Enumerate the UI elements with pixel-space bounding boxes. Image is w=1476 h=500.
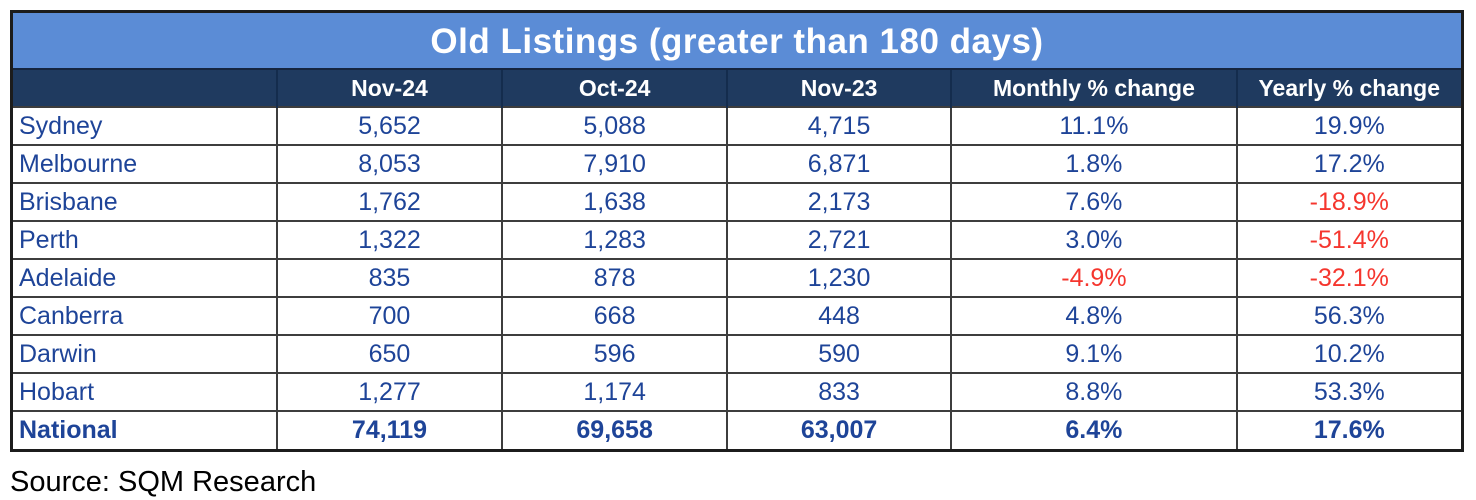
value-cell: 590 — [725, 334, 953, 374]
value-cell: 1,283 — [501, 220, 728, 260]
value-cell: 1,277 — [275, 372, 504, 412]
region-cell: Adelaide — [13, 258, 278, 298]
value-cell: 1,174 — [501, 372, 728, 412]
value-cell: 833 — [725, 372, 953, 412]
value-cell: 10.2% — [1235, 334, 1461, 374]
value-cell: -32.1% — [1235, 258, 1461, 298]
value-cell: 17.2% — [1235, 144, 1461, 184]
value-cell: -51.4% — [1235, 220, 1461, 260]
header-cell-monthly-change: Monthly % change — [950, 70, 1237, 107]
value-cell: 74,119 — [275, 410, 504, 449]
value-cell: 878 — [501, 258, 728, 298]
value-cell: 8.8% — [950, 372, 1238, 412]
table-row: Canberra 700 668 448 4.8% 56.3% — [13, 296, 1461, 336]
table-row: Darwin 650 596 590 9.1% 10.2% — [13, 334, 1461, 374]
table-row: Sydney 5,652 5,088 4,715 11.1% 19.9% — [13, 106, 1461, 146]
header-cell-nov23: Nov-23 — [725, 70, 952, 107]
value-cell: 700 — [275, 296, 504, 336]
header-cell-yearly-change: Yearly % change — [1235, 70, 1461, 107]
value-cell: 448 — [725, 296, 953, 336]
value-cell: 17.6% — [1235, 410, 1461, 449]
value-cell: 2,173 — [725, 182, 953, 222]
region-cell: National — [13, 410, 278, 449]
value-cell: 7.6% — [950, 182, 1238, 222]
value-cell: -4.9% — [950, 258, 1238, 298]
value-cell: 7,910 — [501, 144, 728, 184]
value-cell: 4,715 — [725, 106, 953, 146]
value-cell: 835 — [275, 258, 504, 298]
value-cell: 8,053 — [275, 144, 504, 184]
region-cell: Sydney — [13, 106, 278, 146]
table-row: Hobart 1,277 1,174 833 8.8% 53.3% — [13, 372, 1461, 412]
table-body: Sydney 5,652 5,088 4,715 11.1% 19.9% Melbourne… — [13, 106, 1461, 449]
value-cell: 53.3% — [1235, 372, 1461, 412]
value-cell: 650 — [275, 334, 504, 374]
header-cell-oct24: Oct-24 — [501, 70, 727, 107]
value-cell: 1,230 — [725, 258, 953, 298]
value-cell: 63,007 — [725, 410, 953, 449]
region-cell: Canberra — [13, 296, 278, 336]
region-cell: Melbourne — [13, 144, 278, 184]
value-cell: 19.9% — [1235, 106, 1461, 146]
value-cell: 56.3% — [1235, 296, 1461, 336]
value-cell: 1,762 — [275, 182, 504, 222]
value-cell: 1.8% — [950, 144, 1238, 184]
value-cell: 4.8% — [950, 296, 1238, 336]
header-cell-region — [13, 70, 277, 107]
table-row: Perth 1,322 1,283 2,721 3.0% -51.4% — [13, 220, 1461, 260]
value-cell: 668 — [501, 296, 728, 336]
value-cell: 596 — [501, 334, 728, 374]
value-cell: 5,652 — [275, 106, 504, 146]
region-cell: Brisbane — [13, 182, 278, 222]
value-cell: 69,658 — [501, 410, 728, 449]
value-cell: 5,088 — [501, 106, 728, 146]
value-cell: -18.9% — [1235, 182, 1461, 222]
table-row-total: National 74,119 69,658 63,007 6.4% 17.6% — [13, 410, 1461, 449]
header-row: Nov-24 Oct-24 Nov-23 Monthly % change Ye… — [13, 70, 1461, 107]
value-cell: 3.0% — [950, 220, 1238, 260]
value-cell: 1,322 — [275, 220, 504, 260]
region-cell: Darwin — [13, 334, 278, 374]
source-note: Source: SQM Research — [10, 466, 317, 498]
data-table: Nov-24 Oct-24 Nov-23 Monthly % change Ye… — [13, 70, 1461, 449]
value-cell: 2,721 — [725, 220, 953, 260]
value-cell: 6.4% — [950, 410, 1238, 449]
value-cell: 11.1% — [950, 106, 1238, 146]
table-title: Old Listings (greater than 180 days) — [13, 13, 1461, 70]
value-cell: 1,638 — [501, 182, 728, 222]
value-cell: 9.1% — [950, 334, 1238, 374]
region-cell: Hobart — [13, 372, 278, 412]
header-cell-nov24: Nov-24 — [275, 70, 503, 107]
value-cell: 6,871 — [725, 144, 953, 184]
old-listings-table: Old Listings (greater than 180 days) Nov… — [10, 10, 1464, 452]
table-row: Melbourne 8,053 7,910 6,871 1.8% 17.2% — [13, 144, 1461, 184]
table-row: Adelaide 835 878 1,230 -4.9% -32.1% — [13, 258, 1461, 298]
table-row: Brisbane 1,762 1,638 2,173 7.6% -18.9% — [13, 182, 1461, 222]
region-cell: Perth — [13, 220, 278, 260]
